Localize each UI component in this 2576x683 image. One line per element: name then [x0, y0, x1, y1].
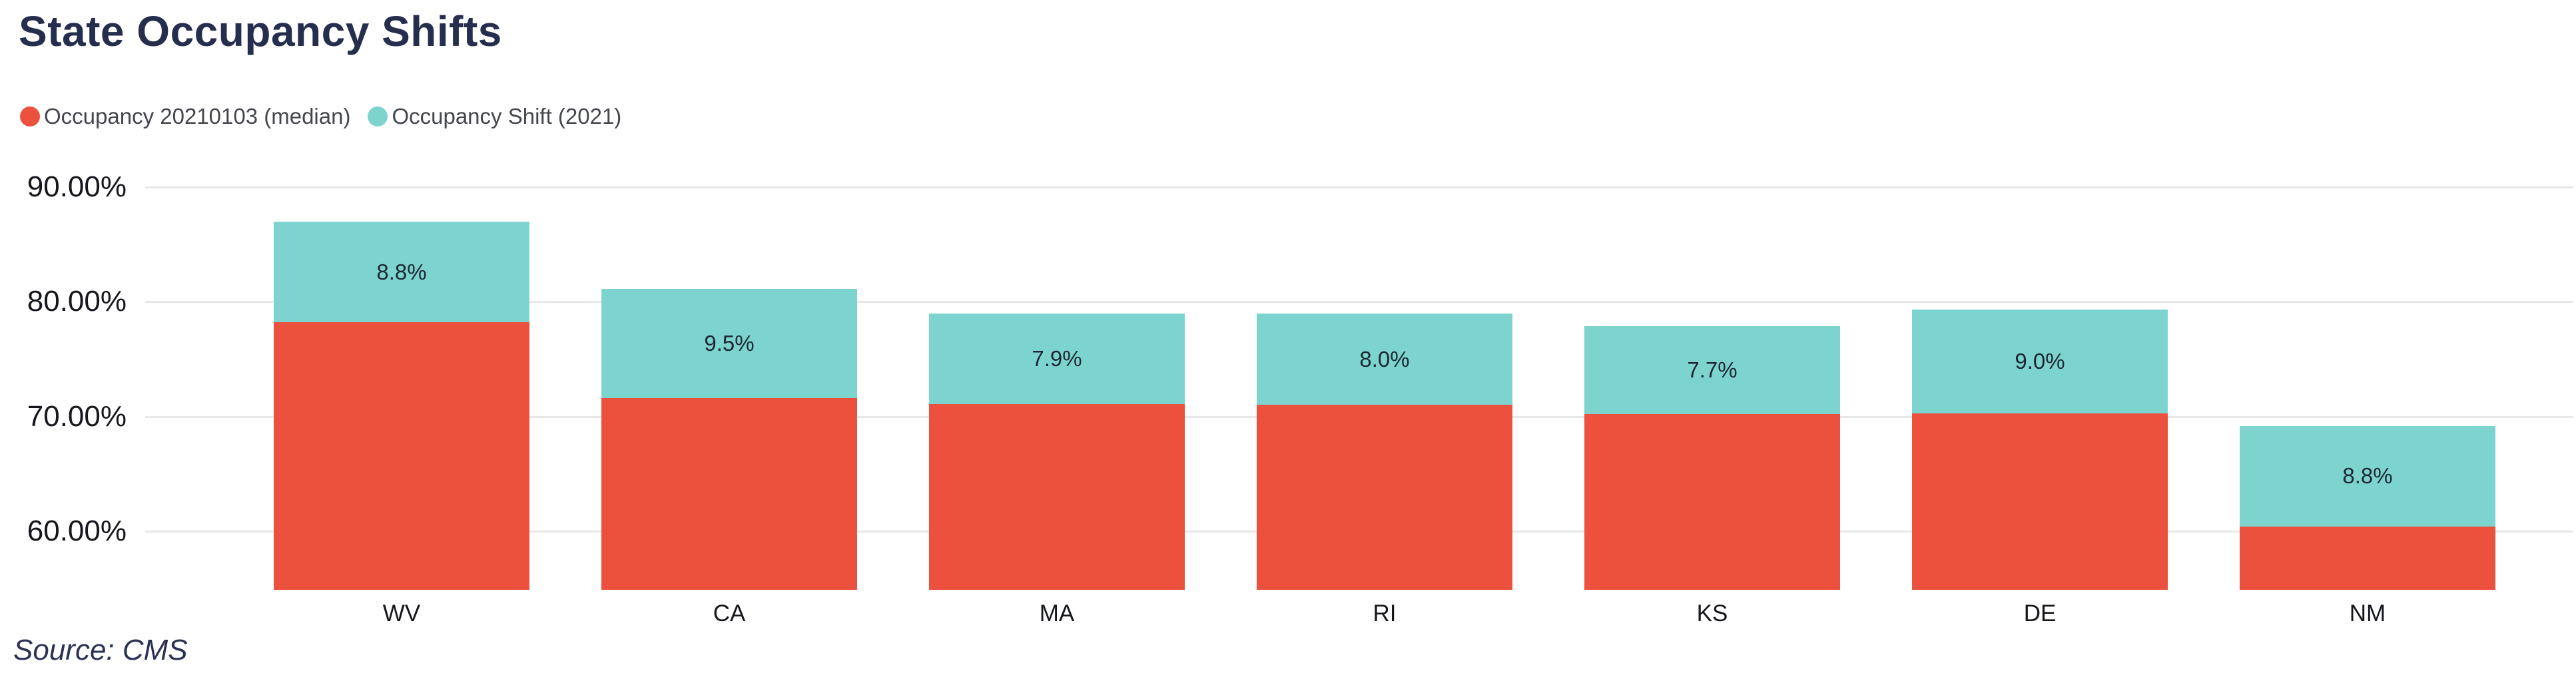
bar-DE-occupancy-segment[interactable]	[1912, 413, 2168, 590]
legend-swatch-occupancy-icon	[20, 107, 40, 126]
bar-MA-shift-segment[interactable]	[929, 313, 1185, 404]
bar-KS-shift-value-label: 7.7%	[1687, 357, 1738, 382]
y-axis-tick-label: 90.00%	[27, 170, 127, 203]
source-note: Source: CMS	[13, 634, 188, 666]
legend-label-occupancy: Occupancy 20210103 (median)	[44, 104, 351, 128]
y-axis-tick-label: 60.00%	[27, 515, 127, 548]
bar-RI-occupancy-segment[interactable]	[1257, 405, 1512, 590]
gridline-80	[145, 301, 2573, 304]
bar-MA-occupancy-segment[interactable]	[929, 403, 1185, 590]
chart-title: State Occupancy Shifts	[19, 7, 502, 55]
legend-item-shift[interactable]: Occupancy Shift (2021)	[368, 104, 621, 129]
bar-KS-occupancy-segment[interactable]	[1584, 414, 1840, 590]
bar-KS-shift-segment[interactable]	[1584, 326, 1840, 415]
bar-WV-occupancy-segment[interactable]	[274, 322, 529, 590]
x-axis-label-RI: RI	[1373, 600, 1397, 626]
bar-WV-shift-value-label: 8.8%	[376, 259, 427, 284]
x-axis-label-DE: DE	[2023, 600, 2057, 626]
x-axis-label-CA: CA	[713, 600, 746, 626]
legend-item-occupancy[interactable]: Occupancy 20210103 (median)	[20, 104, 350, 129]
legend-swatch-shift-icon	[368, 107, 388, 126]
x-axis-label-MA: MA	[1039, 600, 1075, 626]
bar-CA-shift-segment[interactable]	[601, 289, 857, 399]
y-axis-tick-label: 70.00%	[27, 399, 127, 433]
y-axis-tick-label: 80.00%	[27, 285, 127, 318]
gridline-90	[145, 186, 2573, 188]
bar-WV-shift-segment[interactable]	[274, 221, 529, 323]
bar-MA-shift-value-label: 7.9%	[1032, 345, 1082, 371]
bar-DE-shift-segment[interactable]	[1912, 310, 2168, 413]
bar-CA-occupancy-segment[interactable]	[601, 398, 857, 590]
bar-DE-shift-value-label: 9.0%	[2015, 348, 2065, 373]
bar-NM-shift-value-label: 8.8%	[2342, 463, 2393, 489]
x-axis-label-KS: KS	[1696, 600, 1728, 626]
bar-CA-shift-value-label: 9.5%	[704, 331, 755, 356]
bar-RI-shift-segment[interactable]	[1257, 313, 1512, 405]
x-axis-label-WV: WV	[382, 600, 421, 626]
legend-label-shift: Occupancy Shift (2021)	[392, 104, 622, 128]
bar-NM-shift-segment[interactable]	[2240, 425, 2495, 527]
bar-NM-occupancy-segment[interactable]	[2240, 527, 2495, 590]
bar-RI-shift-value-label: 8.0%	[1359, 346, 1410, 371]
x-axis-label-NM: NM	[2349, 600, 2386, 626]
legend: Occupancy 20210103 (median) Occupancy Sh…	[20, 104, 621, 129]
